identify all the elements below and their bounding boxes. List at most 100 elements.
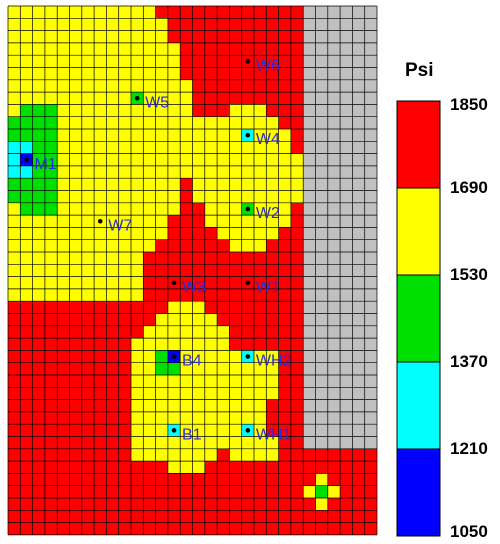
well-label-w7: W7 xyxy=(108,217,132,234)
grid-cell xyxy=(340,411,353,425)
grid-cell xyxy=(241,399,254,412)
grid-cell xyxy=(20,116,33,129)
grid-cell xyxy=(32,104,45,117)
grid-cell xyxy=(94,178,107,191)
grid-cell xyxy=(106,436,119,449)
grid-cell xyxy=(131,190,144,203)
grid-cell xyxy=(32,165,45,179)
grid-cell xyxy=(217,288,230,302)
grid-cell xyxy=(155,215,168,228)
grid-cell xyxy=(57,473,70,486)
grid-cell xyxy=(143,18,156,31)
grid-cell xyxy=(315,448,328,462)
grid-cell xyxy=(118,485,131,498)
grid-cell xyxy=(118,129,131,142)
grid-cell xyxy=(364,6,377,19)
grid-cell xyxy=(192,362,205,375)
grid-cell xyxy=(364,202,377,216)
grid-cell xyxy=(217,448,230,462)
grid-cell xyxy=(69,288,82,302)
grid-cell xyxy=(266,362,279,375)
grid-cell xyxy=(131,276,144,289)
grid-cell xyxy=(180,375,193,388)
grid-cell xyxy=(32,55,45,68)
grid-cell xyxy=(217,215,230,228)
grid-cell xyxy=(278,399,291,412)
grid-cell xyxy=(81,215,95,228)
grid-cell xyxy=(278,104,291,117)
grid-cell xyxy=(57,141,70,154)
grid-cell xyxy=(254,141,267,154)
grid-cell xyxy=(44,104,58,117)
grid-cell xyxy=(155,510,168,523)
grid-cell xyxy=(278,202,291,216)
grid-cell xyxy=(106,190,119,203)
grid-cell xyxy=(229,92,242,105)
grid-cell xyxy=(315,116,328,129)
grid-cell xyxy=(44,448,58,462)
grid-cell xyxy=(180,362,193,375)
grid-cell xyxy=(167,522,181,535)
grid-cell xyxy=(20,276,33,289)
grid-cell xyxy=(204,485,218,498)
colorbar-bin xyxy=(396,100,441,189)
grid-cell xyxy=(364,165,377,179)
grid-cell xyxy=(81,276,95,289)
grid-cell xyxy=(340,313,353,326)
grid-cell xyxy=(192,129,205,142)
grid-cell xyxy=(131,55,144,68)
well-marker-w4 xyxy=(245,132,251,138)
grid-cell xyxy=(229,411,242,425)
grid-cell xyxy=(57,239,70,252)
grid-cell xyxy=(57,6,70,19)
legend-tick-label: 1210 xyxy=(450,439,488,458)
grid-cell xyxy=(143,461,156,474)
grid-cell xyxy=(44,252,58,265)
grid-cell xyxy=(94,129,107,142)
grid-cell xyxy=(192,153,205,166)
grid-cell xyxy=(106,448,119,462)
grid-cell xyxy=(315,79,328,93)
grid-cell xyxy=(143,6,156,19)
grid-cell xyxy=(143,264,156,277)
grid-cell xyxy=(94,448,107,462)
grid-cell xyxy=(364,116,377,129)
legend-tick-label: 1370 xyxy=(450,352,488,371)
grid-cell xyxy=(241,92,254,105)
grid-cell xyxy=(155,411,168,425)
grid-cell xyxy=(94,424,107,437)
well-label-w2: W2 xyxy=(256,205,280,222)
grid-cell xyxy=(167,67,181,80)
grid-cell xyxy=(57,510,70,523)
grid-cell xyxy=(155,42,168,56)
grid-cell xyxy=(303,473,316,486)
grid-cell xyxy=(340,362,353,375)
grid-cell xyxy=(278,79,291,93)
grid-cell xyxy=(340,338,353,351)
grid-cell xyxy=(32,116,45,129)
grid-cell xyxy=(180,252,193,265)
grid-cell xyxy=(290,42,304,56)
grid-cell xyxy=(94,55,107,68)
grid-cell xyxy=(352,522,365,535)
grid-cell xyxy=(143,116,156,129)
grid-cell xyxy=(44,498,58,511)
grid-cell xyxy=(327,301,341,314)
grid-cell xyxy=(155,313,168,326)
grid-cell xyxy=(254,411,267,425)
grid-cell xyxy=(290,436,304,449)
grid-cell xyxy=(192,387,205,400)
grid-cell xyxy=(167,313,181,326)
grid-cell xyxy=(94,276,107,289)
grid-cell xyxy=(131,18,144,31)
grid-cell xyxy=(217,18,230,31)
grid-cell xyxy=(340,55,353,68)
grid-cell xyxy=(32,227,45,240)
grid-cell xyxy=(20,141,33,154)
grid-cell xyxy=(118,202,131,216)
grid-cell xyxy=(303,42,316,56)
grid-cell xyxy=(364,473,377,486)
grid-cell xyxy=(327,473,341,486)
grid-cell xyxy=(94,362,107,375)
grid-cell xyxy=(57,424,70,437)
